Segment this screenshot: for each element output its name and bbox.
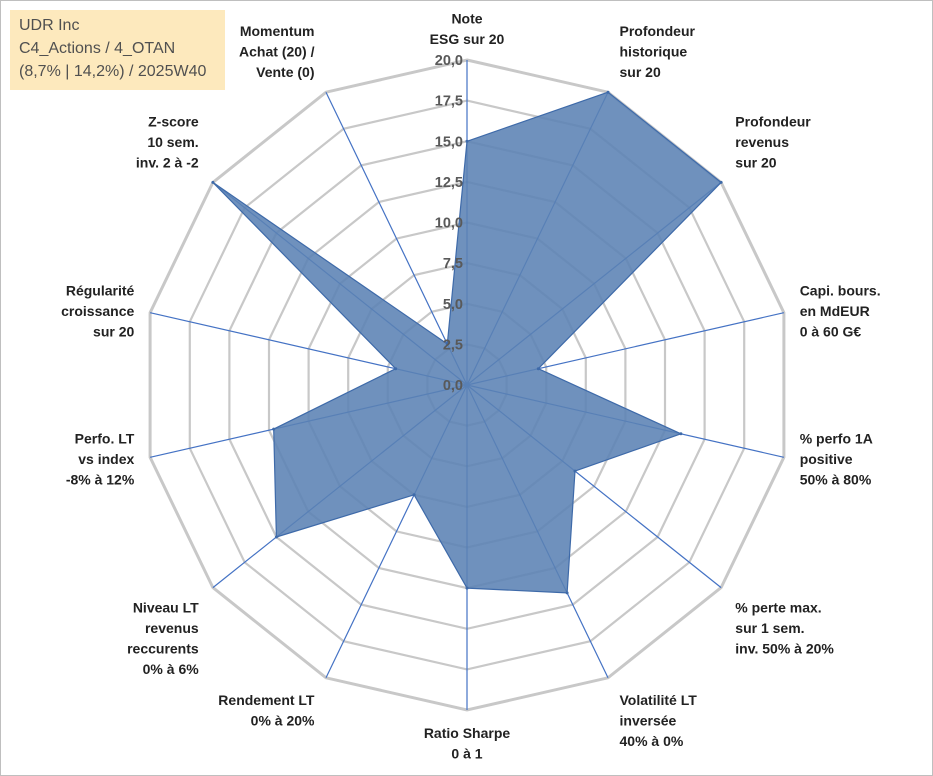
axis-label-line: Profondeur xyxy=(735,113,811,129)
data-point xyxy=(465,586,469,590)
tick-label: 7,5 xyxy=(443,256,463,272)
axis-label-line: Profondeur xyxy=(620,23,696,39)
info-box: UDR Inc C4_Actions / 4_OTAN (8,7% | 14,2… xyxy=(10,10,225,90)
tick-label: 17,5 xyxy=(435,94,463,110)
axis-label-line: positive xyxy=(800,451,853,467)
tick-label: 5,0 xyxy=(443,297,463,313)
axis-label: Z-score 10 sem. inv. 2 à -2 xyxy=(136,113,199,170)
axis-label-line: Capi. bours. xyxy=(800,282,881,298)
company-name: UDR Inc xyxy=(19,17,80,34)
axis-label: % perte max. sur 1 sem. inv. 50% à 20% xyxy=(735,600,834,657)
axis-label-line: inv. 2 à -2 xyxy=(136,154,199,170)
tick-label: 15,0 xyxy=(435,134,463,150)
portfolio-category: C4_Actions / 4_OTAN xyxy=(19,40,176,57)
data-point xyxy=(606,90,610,94)
tick-label: 20,0 xyxy=(435,53,463,69)
data-point xyxy=(394,367,398,371)
tick-label: 12,5 xyxy=(435,175,463,191)
axis-label-line: Rendement LT xyxy=(218,692,315,708)
data-point xyxy=(412,493,416,497)
axis-label-line: revenus xyxy=(145,620,199,636)
axis-label-line: revenus xyxy=(735,134,789,150)
axis-label-line: en MdEUR xyxy=(800,303,870,319)
axis-spoke xyxy=(325,91,468,386)
axis-label-line: Niveau LT xyxy=(133,600,199,616)
axis-label: Rendement LT 0% à 20% xyxy=(218,692,315,729)
axis-label-line: ESG sur 20 xyxy=(430,31,505,47)
axis-label: Capi. bours. en MdEUR 0 à 60 G€ xyxy=(800,282,881,339)
axis-label-line: Volatilité LT xyxy=(620,692,698,708)
axis-label: Note ESG sur 20 xyxy=(430,11,505,48)
axis-label-line: 0 à 1 xyxy=(451,746,482,762)
data-point xyxy=(536,367,540,371)
axis-label-line: Perfo. LT xyxy=(75,431,135,447)
axis-label: Régularité croissance sur 20 xyxy=(61,282,134,339)
axis-label-line: historique xyxy=(620,44,688,60)
data-point xyxy=(465,139,469,143)
radar-series xyxy=(211,90,723,595)
axis-label-line: vs index xyxy=(78,451,134,467)
tick-label: 2,5 xyxy=(443,337,463,353)
axis-label-line: 0% à 6% xyxy=(143,661,200,677)
radar-axis-labels: Note ESG sur 20 Profondeur historique sur 20… xyxy=(61,11,880,762)
data-point xyxy=(274,535,278,539)
axis-label-line: 0% à 20% xyxy=(251,713,315,729)
axis-label-line: 40% à 0% xyxy=(620,733,684,749)
axis-label-line: Régularité xyxy=(66,282,135,298)
axis-label-line: Z-score xyxy=(148,113,199,129)
axis-label-line: reccurents xyxy=(127,641,199,657)
axis-label-line: % perfo 1A xyxy=(800,431,873,447)
radar-tick-labels: 0,0 2,5 5,0 7,5 10,0 12,5 15,0 17,5 20,0 xyxy=(435,53,463,394)
axis-label: % perfo 1A positive 50% à 80% xyxy=(800,431,873,488)
data-point xyxy=(211,180,215,184)
data-point xyxy=(679,432,683,436)
axis-label-line: % perte max. xyxy=(735,600,821,616)
axis-label-line: inversée xyxy=(620,713,677,729)
axis-label-line: Note xyxy=(451,11,482,27)
axis-label: Ratio Sharpe 0 à 1 xyxy=(424,725,511,762)
axis-label-line: sur 1 sem. xyxy=(735,620,804,636)
axis-label: Profondeur revenus sur 20 xyxy=(735,113,811,170)
data-point xyxy=(272,427,276,431)
performance-week: (8,7% | 14,2%) / 2025W40 xyxy=(19,63,207,80)
axis-label-line: 10 sem. xyxy=(147,134,198,150)
axis-label-line: 50% à 80% xyxy=(800,472,872,488)
axis-label-line: sur 20 xyxy=(93,323,134,339)
data-point xyxy=(573,469,577,473)
axis-label-line: Ratio Sharpe xyxy=(424,725,511,741)
axis-label: Perfo. LT vs index -8% à 12% xyxy=(66,431,135,488)
axis-label-line: croissance xyxy=(61,303,134,319)
data-point xyxy=(719,180,723,184)
axis-label-line: 0 à 60 G€ xyxy=(800,323,862,339)
axis-label-line: inv. 50% à 20% xyxy=(735,641,834,657)
tick-label: 0,0 xyxy=(443,378,463,394)
axis-label-line: sur 20 xyxy=(735,154,776,170)
axis-label-line: Momentum xyxy=(240,23,315,39)
axis-label-line: Achat (20) / xyxy=(239,44,315,60)
axis-label: Niveau LT revenus reccurents 0% à 6% xyxy=(127,600,199,678)
tick-label: 10,0 xyxy=(435,216,463,232)
data-point xyxy=(445,342,449,346)
data-point xyxy=(565,591,569,595)
axis-label: Profondeur historique sur 20 xyxy=(620,23,696,80)
axis-label-line: -8% à 12% xyxy=(66,472,135,488)
axis-label: Volatilité LT inversée 40% à 0% xyxy=(620,692,698,749)
series-area xyxy=(212,91,722,594)
axis-label-line: sur 20 xyxy=(620,64,661,80)
axis-label: Momentum Achat (20) / Vente (0) xyxy=(239,23,315,80)
axis-label-line: Vente (0) xyxy=(256,64,314,80)
